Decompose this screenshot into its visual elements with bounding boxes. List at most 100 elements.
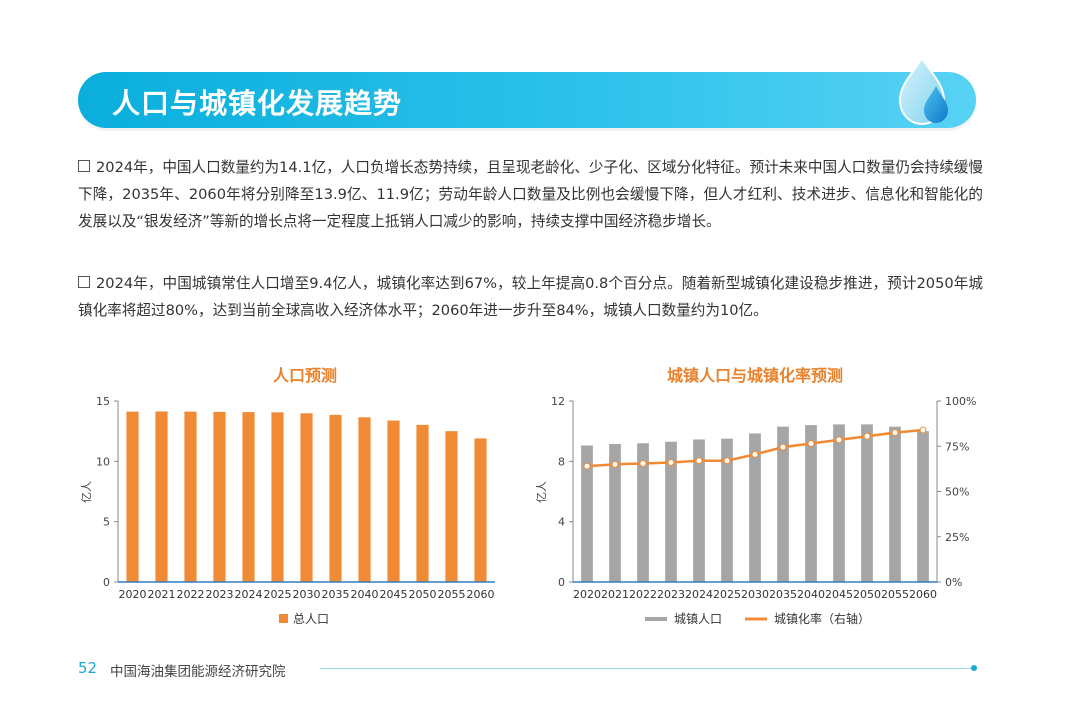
chart1-bar [329, 414, 342, 582]
chart2-rate-line [586, 428, 924, 468]
chart2-bar [833, 424, 845, 582]
chart2-rate-point [863, 432, 871, 440]
chart1-x-tick-label: 2045 [380, 588, 408, 601]
chart2-bar [581, 445, 593, 582]
chart1-legend-swatch [279, 614, 288, 623]
chart1-bar [300, 413, 313, 582]
chart2-bar [777, 426, 789, 582]
chart2-y-tick-label: 4 [558, 516, 565, 529]
chart2-y2-tick-label: 100% [945, 395, 976, 408]
chart1-x-tick-label: 2040 [351, 588, 379, 601]
chart2-rate-point [751, 450, 759, 458]
chart2-x-tick-label: 2024 [685, 588, 713, 601]
chart2-y-axis-label: 亿人 [535, 481, 548, 503]
chart2-bar [609, 443, 621, 582]
chart2-rate-point [807, 440, 815, 448]
chart2-x-tick-label: 2023 [657, 588, 685, 601]
chart2-rate-point [891, 429, 899, 437]
chart1-bar [242, 412, 255, 582]
chart2-bar [721, 438, 733, 582]
chart1-y-tick-label: 5 [103, 516, 110, 529]
chart1-y-tick-label: 0 [103, 576, 110, 589]
chart2-bar [805, 425, 817, 582]
chart1-x-tick-label: 2035 [322, 588, 350, 601]
chart1-x-tick-label: 2022 [177, 588, 205, 601]
chart2-x-tick-label: 2040 [797, 588, 825, 601]
chart1-bar [358, 417, 371, 582]
chart1-x-tick-label: 2050 [409, 588, 437, 601]
chart2-rate-point [639, 459, 647, 467]
chart2-title: 城镇人口与城镇化率预测 [666, 366, 843, 385]
chart2-y2-tick-label: 25% [945, 531, 969, 544]
chart1-x-tick-label: 2023 [206, 588, 234, 601]
paragraph-urbanization: 2024年，中国城镇常住人口增至9.4亿人，城镇化率达到67%，较上年提高0.8… [78, 270, 983, 324]
chart2-legend-label-bar: 城镇人口 [674, 612, 722, 626]
chart1-bar [184, 411, 197, 582]
chart1-y-tick-label: 10 [96, 455, 110, 468]
chart2-rate-point [919, 426, 927, 434]
chart1-bar [445, 431, 458, 582]
chart2-y-tick-label: 0 [558, 576, 565, 589]
chart1-legend-label: 总人口 [293, 612, 329, 626]
chart1-y-tick-label: 15 [96, 395, 110, 408]
chart1-bar [155, 411, 168, 582]
chart2-rate-point [695, 457, 703, 465]
footer-divider [320, 668, 974, 669]
chart2-rate-point [835, 436, 843, 444]
chart1-bar [271, 412, 284, 582]
chart2-bar [861, 424, 873, 582]
paragraph-population: 2024年，中国人口数量约为14.1亿，人口负增长态势持续，且呈现老龄化、少子化… [78, 154, 983, 235]
chart1-bar [387, 420, 400, 582]
chart2-x-tick-label: 2060 [909, 588, 937, 601]
chart2-rate-point [723, 457, 731, 465]
paragraph-text: 2024年，中国人口数量约为14.1亿，人口负增长态势持续，且呈现老龄化、少子化… [78, 159, 983, 230]
chart2-y2-tick-label: 50% [945, 486, 969, 499]
water-drop-icon [898, 56, 948, 126]
chart2-x-tick-label: 2050 [853, 588, 881, 601]
chart2-x-tick-label: 2020 [573, 588, 601, 601]
chart1-title: 人口预测 [272, 366, 337, 385]
chart1-bar [213, 411, 226, 582]
chart2-x-tick-label: 2021 [601, 588, 629, 601]
chart1-x-tick-label: 2055 [438, 588, 466, 601]
chart2-bar [637, 443, 649, 582]
chart2-rate-point [583, 462, 591, 470]
chart2-bar [693, 439, 705, 582]
chart2-y2-tick-label: 75% [945, 440, 969, 453]
chart2-x-tick-label: 2030 [741, 588, 769, 601]
chart2-bar [665, 441, 677, 582]
chart1-bar [416, 424, 429, 582]
chart2-bar [889, 426, 901, 582]
chart1-x-tick-label: 2025 [264, 588, 292, 601]
chart1-bar [126, 411, 139, 582]
chart2-x-tick-label: 2035 [769, 588, 797, 601]
chart2-x-tick-label: 2055 [881, 588, 909, 601]
checkbox-bullet-icon [78, 160, 90, 172]
chart2-rate-point [667, 459, 675, 467]
chart2-rate-point [611, 460, 619, 468]
footer-dot-icon [971, 665, 977, 671]
page-number: 52 [78, 659, 98, 677]
chart2-legend-label-line: 城镇化率（右轴） [774, 611, 870, 626]
chart2-rate-point [779, 443, 787, 451]
chart1-y-axis-label: 亿人 [80, 481, 93, 503]
section-banner: 人口与城镇化发展趋势 [78, 72, 976, 128]
chart1-x-tick-label: 2021 [148, 588, 176, 601]
chart1-x-tick-label: 2024 [235, 588, 263, 601]
chart2-y2-tick-label: 0% [945, 576, 962, 589]
section-title: 人口与城镇化发展趋势 [112, 87, 403, 120]
chart2-y-tick-label: 12 [551, 395, 565, 408]
chart2-x-tick-label: 2022 [629, 588, 657, 601]
checkbox-bullet-icon [78, 276, 90, 288]
chart2-y-tick-label: 8 [558, 455, 565, 468]
paragraph-text: 2024年，中国城镇常住人口增至9.4亿人，城镇化率达到67%，较上年提高0.8… [78, 275, 983, 319]
chart1-x-tick-label: 2030 [293, 588, 321, 601]
chart2-bar [749, 433, 761, 582]
chart2-bar [917, 431, 929, 582]
chart1-x-tick-label: 2060 [467, 588, 495, 601]
chart1-bar [474, 438, 487, 582]
chart2-x-tick-label: 2045 [825, 588, 853, 601]
chart1-x-tick-label: 2020 [119, 588, 147, 601]
chart2-x-tick-label: 2025 [713, 588, 741, 601]
footer-organization: 中国海油集团能源经济研究院 [110, 664, 286, 680]
